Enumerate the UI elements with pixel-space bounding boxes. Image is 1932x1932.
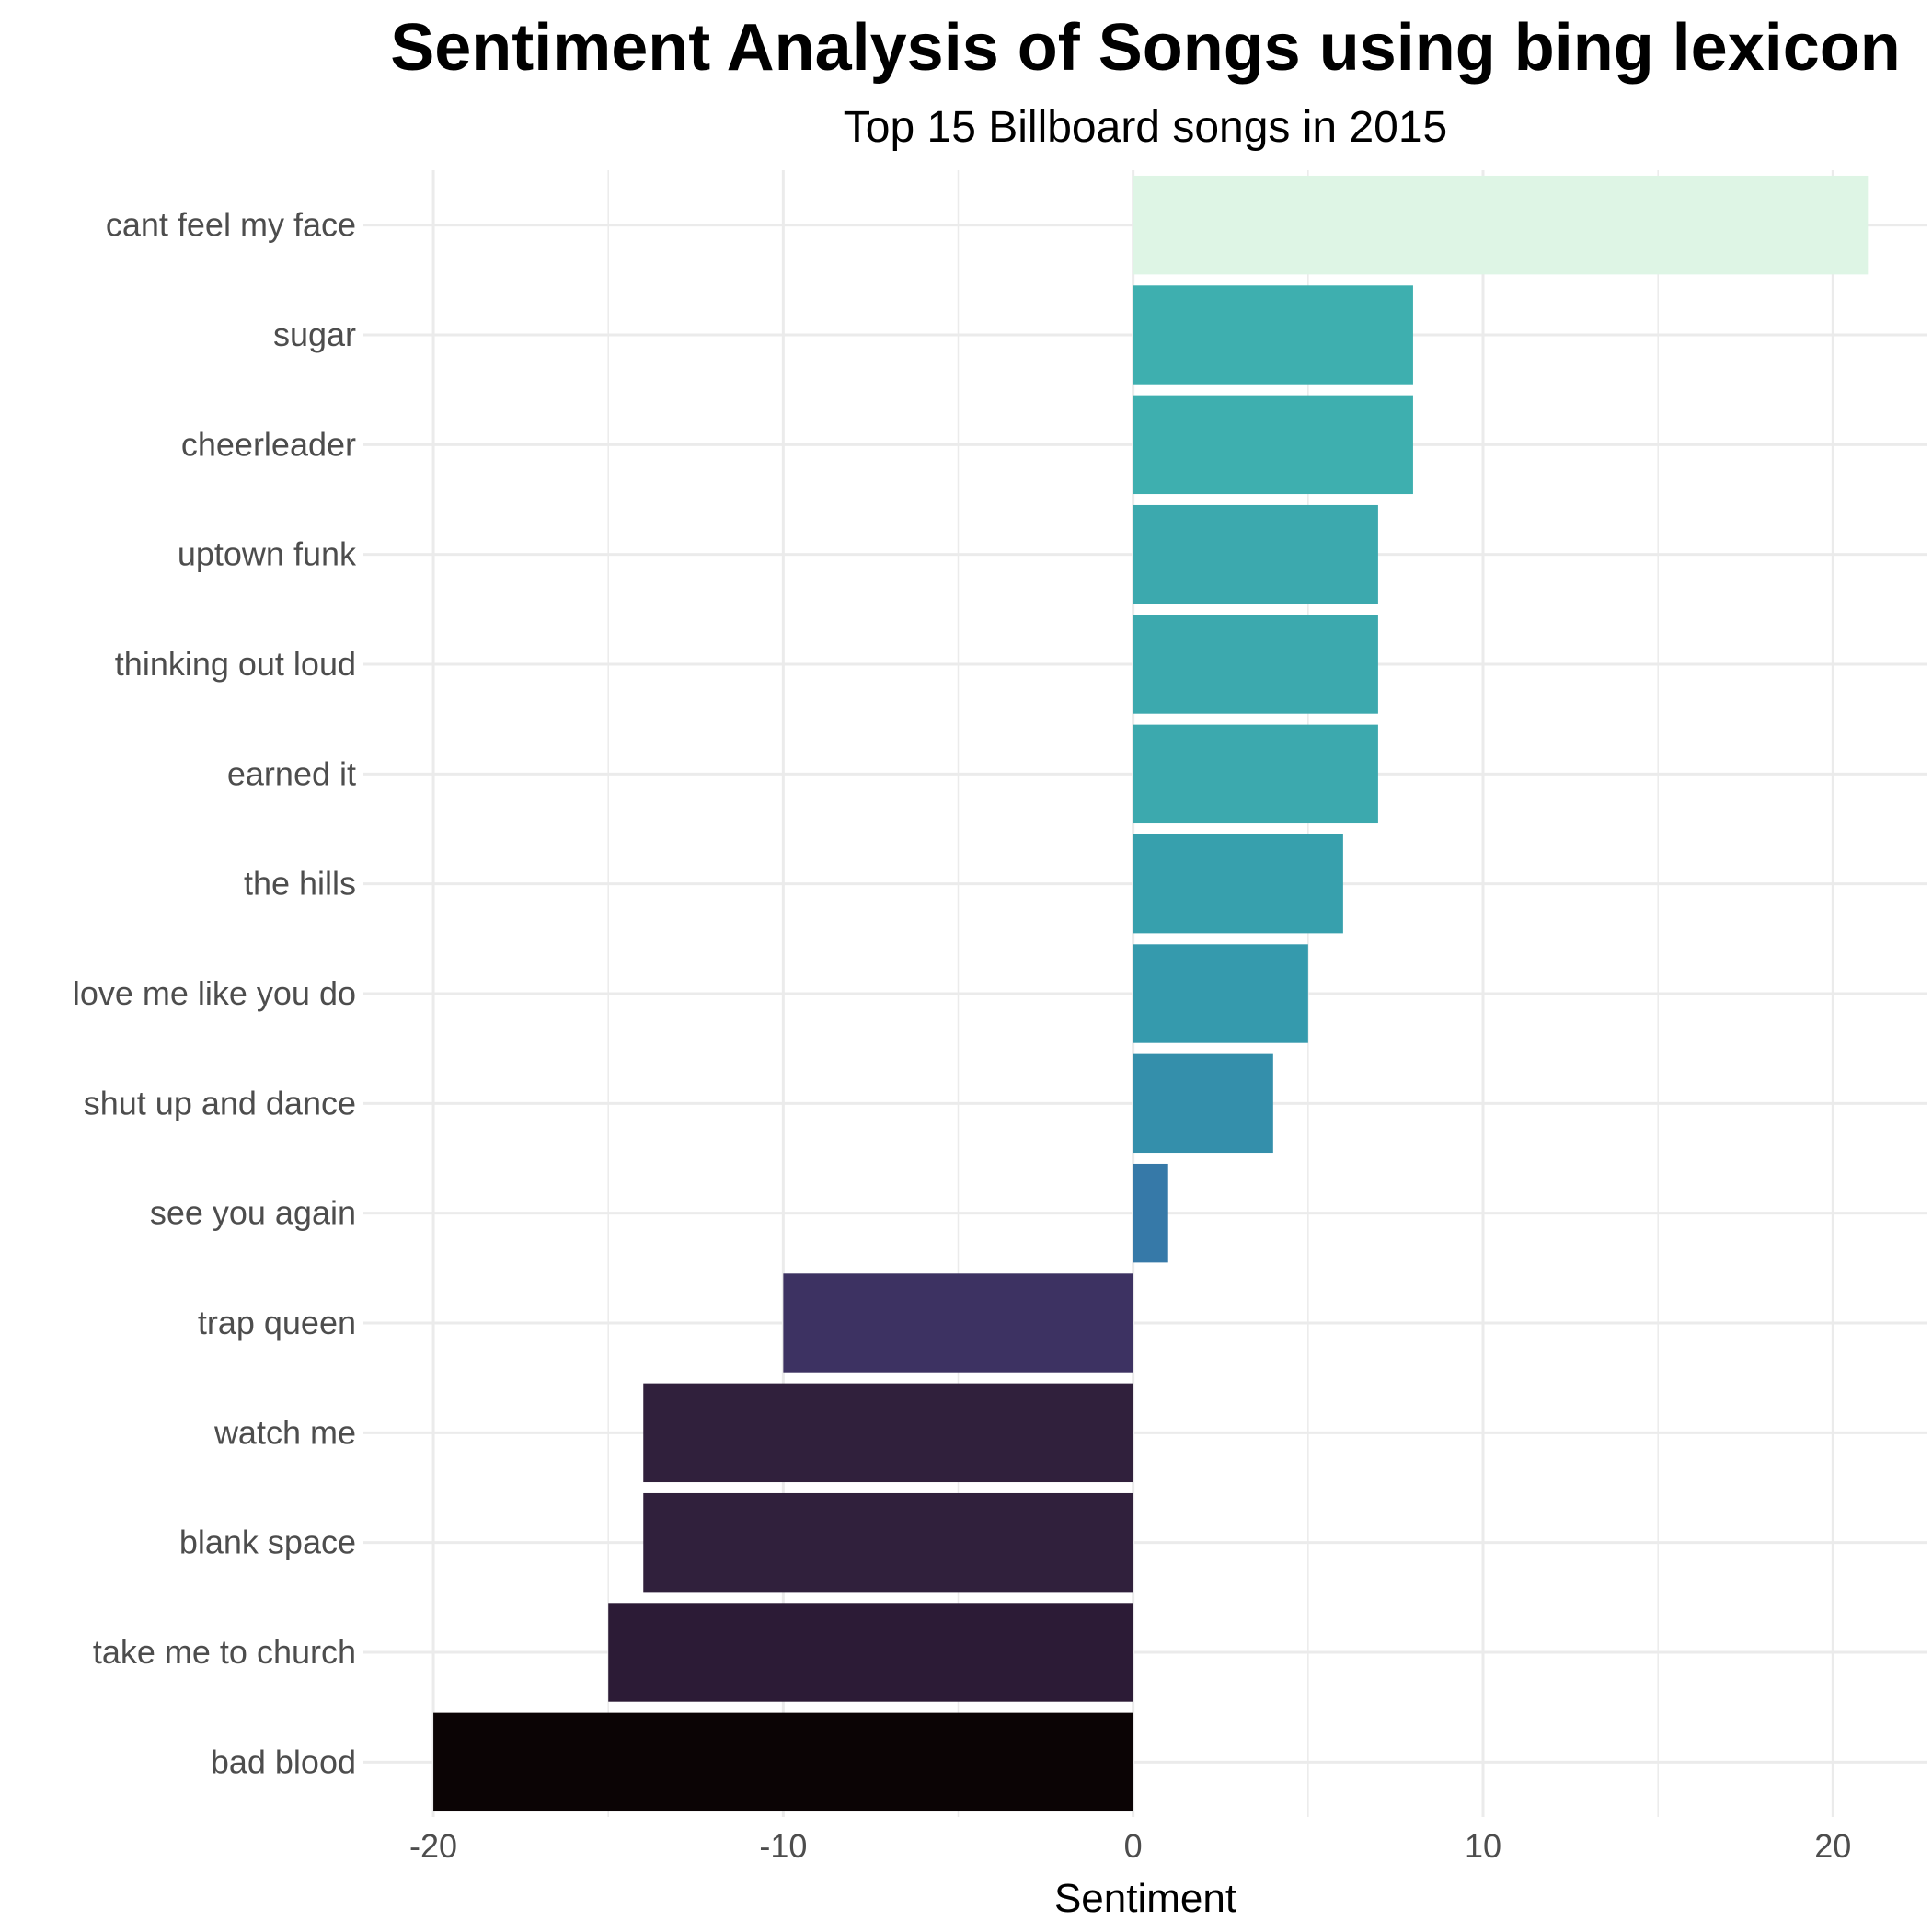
category-label: the hills [244, 865, 356, 903]
bar [1133, 175, 1869, 275]
category-label: blank space [179, 1524, 356, 1561]
x-tick-label: 20 [1814, 1827, 1851, 1865]
bar [643, 1383, 1133, 1483]
bar [1133, 285, 1413, 385]
category-label: trap queen [198, 1304, 356, 1341]
category-label: shut up and dance [84, 1084, 356, 1121]
x-tick-label: 0 [1124, 1827, 1143, 1865]
category-labels: cant feel my face sugar cheerleader uptown … [73, 206, 357, 1781]
category-label: sugar [273, 316, 356, 353]
category-label: bad blood [211, 1742, 356, 1780]
category-label: uptown funk [178, 535, 357, 573]
category-label: thinking out loud [115, 645, 356, 683]
bar [1133, 1163, 1168, 1263]
bars [433, 175, 1869, 1812]
bar [1133, 834, 1343, 934]
chart-subtitle: Top 15 Billboard songs in 2015 [844, 103, 1447, 152]
bar [608, 1603, 1133, 1702]
bar [1133, 724, 1378, 824]
bar [1133, 615, 1378, 714]
x-axis-title: Sentiment [1054, 1876, 1236, 1921]
category-label: love me like you do [73, 974, 356, 1012]
bar [1133, 395, 1413, 495]
category-label: take me to church [93, 1633, 356, 1671]
bar [643, 1492, 1133, 1593]
bar [433, 1712, 1133, 1812]
category-label: see you again [150, 1194, 356, 1232]
category-label: cheerleader [181, 425, 356, 463]
bar [1133, 504, 1378, 604]
x-tick-label: -10 [759, 1827, 807, 1865]
category-label: watch me [213, 1413, 356, 1451]
x-tick-label: 10 [1465, 1827, 1501, 1865]
bar [1133, 944, 1308, 1043]
x-tick-label: -20 [409, 1827, 457, 1865]
x-tick-labels: -20 -10 0 10 20 [409, 1827, 1851, 1865]
bar [783, 1273, 1133, 1373]
chart-title: Sentiment Analysis of Songs using bing l… [390, 11, 1901, 85]
bar [1133, 1053, 1273, 1154]
category-label: cant feel my face [106, 206, 356, 244]
category-label: earned it [227, 754, 356, 792]
